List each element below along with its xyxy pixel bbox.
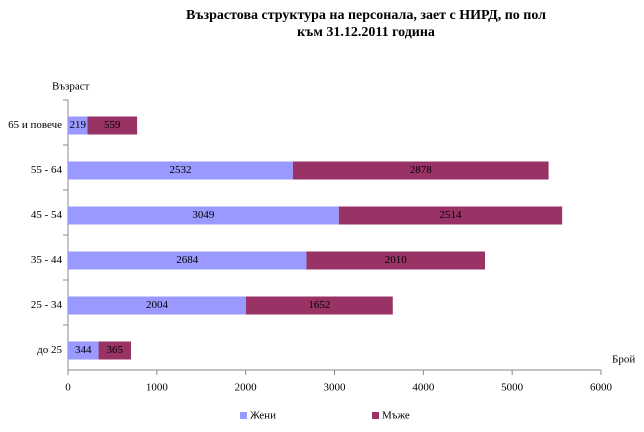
legend-swatch — [372, 412, 379, 419]
bar-segment — [306, 251, 485, 270]
y-tick-label: 65 и повече — [8, 119, 62, 131]
x-tick-label: 0 — [65, 382, 71, 394]
legend-swatch — [240, 412, 247, 419]
y-tick-label: 45 - 54 — [31, 209, 63, 221]
x-axis-label: Брой — [612, 354, 635, 366]
bar-segment — [68, 251, 307, 270]
x-tick-label: 3000 — [324, 382, 347, 394]
bar-segment — [68, 161, 293, 180]
bar-segment — [68, 206, 339, 225]
data-label: 2878 — [410, 164, 433, 176]
x-tick-label: 1000 — [146, 382, 169, 394]
data-label: 1652 — [308, 299, 330, 311]
data-label: 2684 — [176, 254, 199, 266]
data-label: 559 — [104, 119, 121, 131]
bar-segment — [68, 296, 247, 315]
y-tick-label: до 25 — [37, 344, 62, 356]
x-tick-label: 4000 — [412, 382, 435, 394]
data-label: 219 — [69, 119, 86, 131]
bar-segment — [87, 116, 138, 135]
bar-segment — [68, 341, 99, 360]
x-tick-label: 6000 — [590, 382, 613, 394]
data-label: 2010 — [385, 254, 408, 266]
bar-segment — [68, 116, 88, 135]
y-tick-label: 35 - 44 — [31, 254, 63, 266]
y-tick-label: 25 - 34 — [31, 299, 63, 311]
bar-segment — [246, 296, 393, 315]
data-label: 2532 — [169, 164, 191, 176]
data-label: 2514 — [440, 209, 463, 221]
data-label: 3049 — [192, 209, 215, 221]
y-axis-label: Възраст — [52, 81, 90, 93]
data-label: 365 — [107, 344, 124, 356]
chart-title: към 31.12.2011 година — [297, 25, 435, 40]
chart-title: Възрастова структура на персонала, зает … — [186, 8, 546, 23]
bar-segment — [98, 341, 131, 360]
legend-label: Жени — [250, 410, 276, 422]
data-label: 2004 — [146, 299, 169, 311]
x-tick-label: 2000 — [235, 382, 258, 394]
y-tick-label: 55 - 64 — [31, 164, 63, 176]
bar-segment — [292, 161, 549, 180]
x-tick-label: 5000 — [501, 382, 524, 394]
data-label: 344 — [75, 344, 92, 356]
legend-label: Мъже — [382, 410, 410, 422]
bar-segment — [338, 206, 563, 225]
